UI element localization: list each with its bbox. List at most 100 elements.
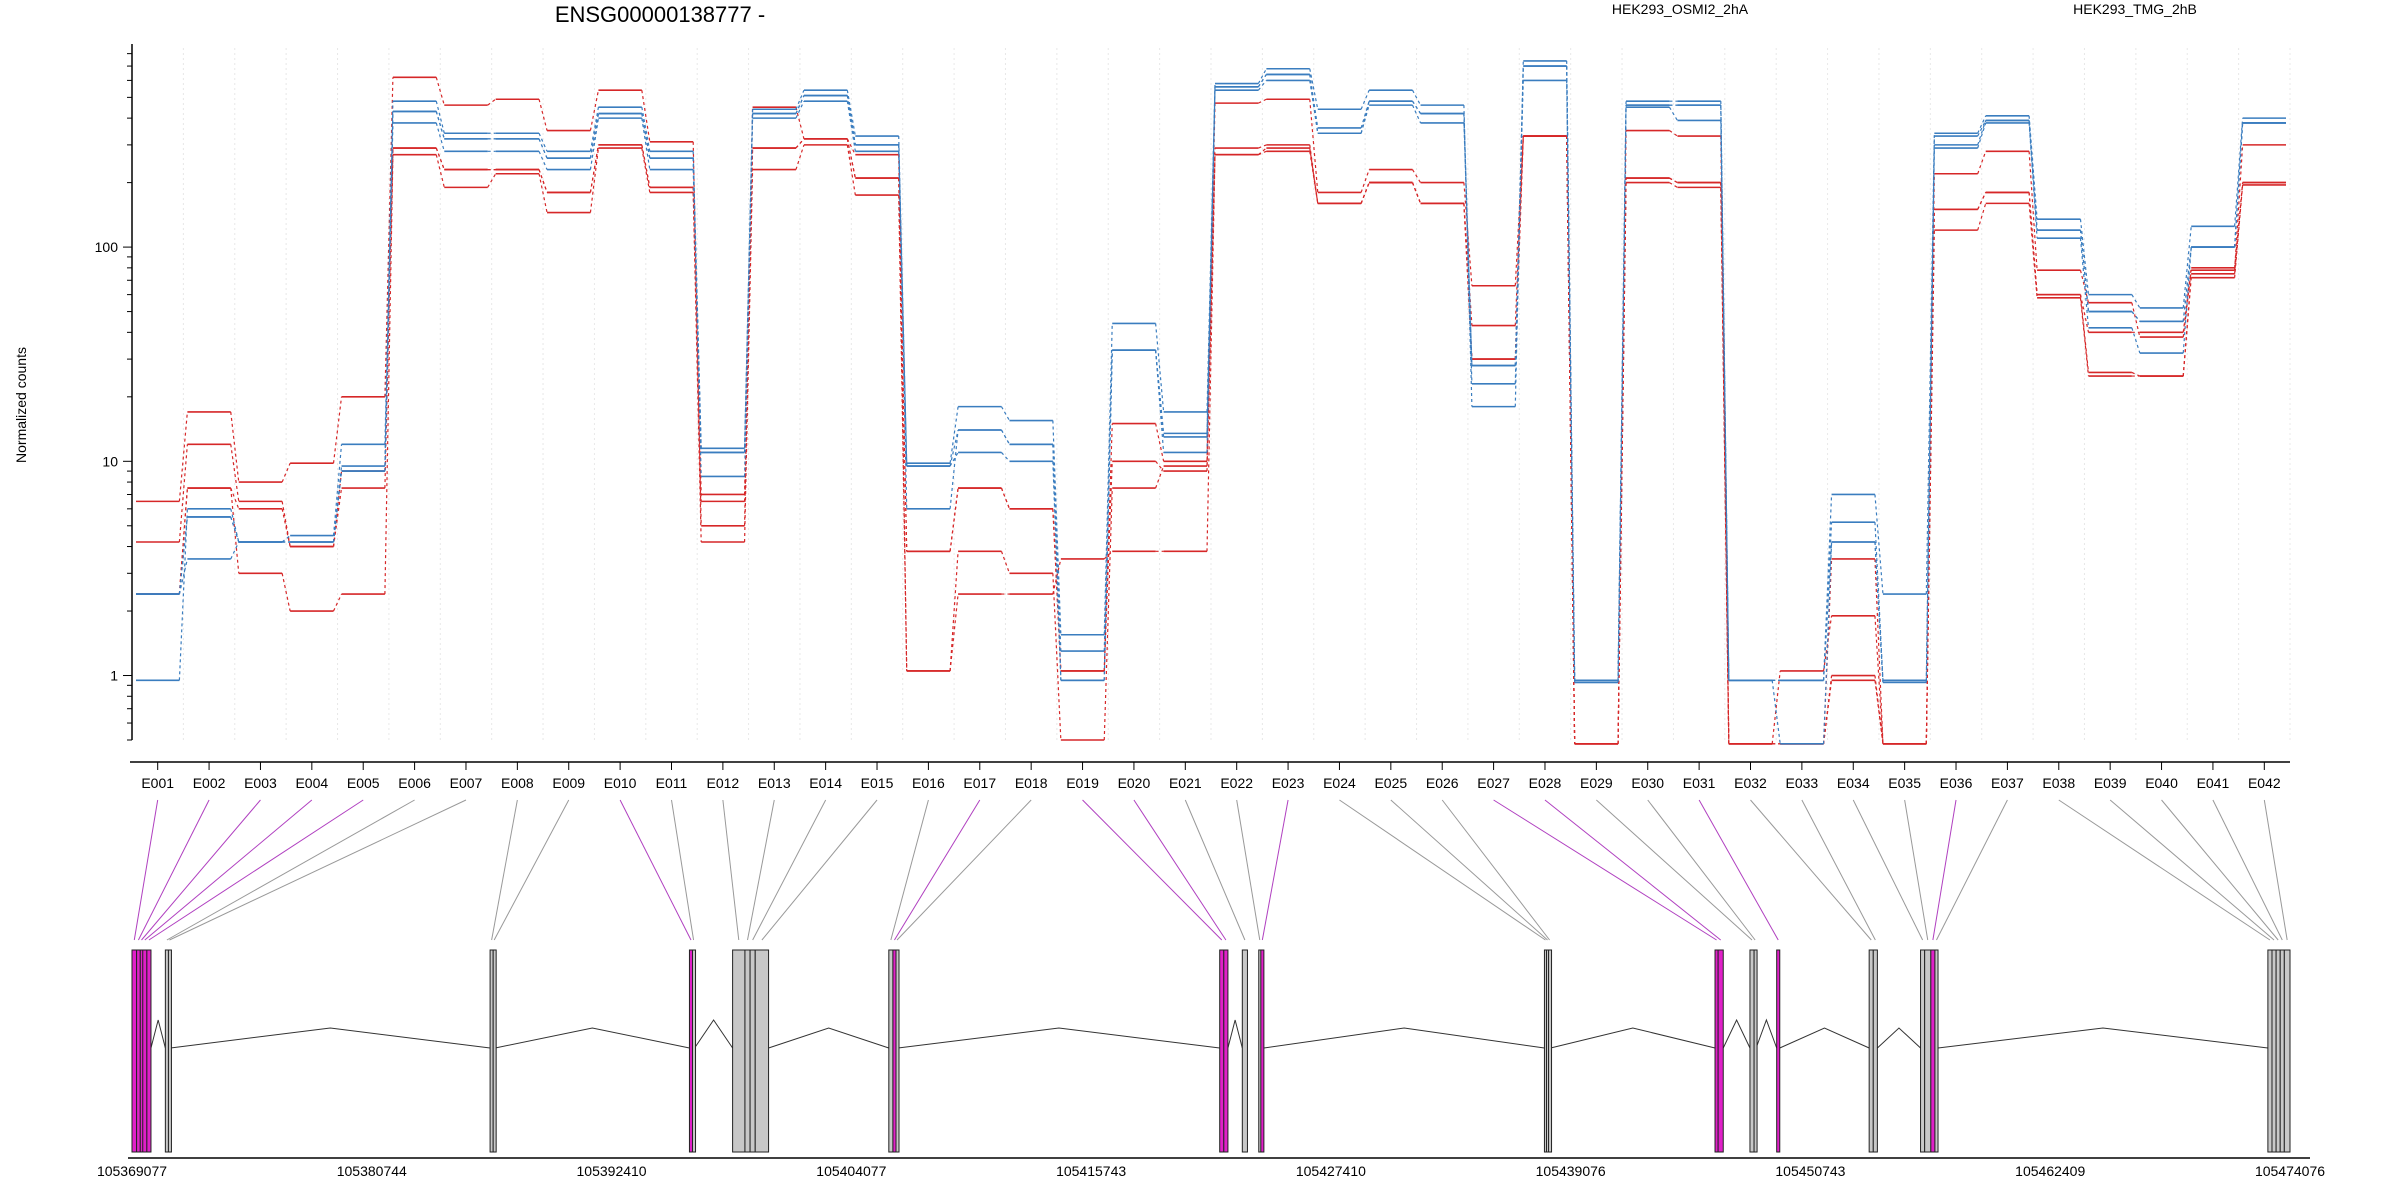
exon-box <box>895 949 900 1153</box>
x-tick-label: E036 <box>1940 775 1973 791</box>
exon-box <box>2275 949 2281 1153</box>
exon-connector <box>144 799 313 941</box>
x-tick-label: E004 <box>295 775 328 791</box>
gene-model: 105369077 105380744 105392410 105404077 1054… <box>97 949 2325 1179</box>
exon-box <box>492 949 497 1153</box>
exon-connector <box>894 799 981 941</box>
x-tick-label: E031 <box>1683 775 1716 791</box>
legend-osmi2: HEK293_OSMI2_2hA <box>1612 1 1749 17</box>
grid-lines <box>131 48 2291 740</box>
exon-box <box>732 949 746 1153</box>
exon-connector <box>148 799 364 941</box>
x-tick-label: E041 <box>2197 775 2230 791</box>
x-tick-label: E033 <box>1786 775 1819 791</box>
x-tick-label: E014 <box>809 775 842 791</box>
x-tick-label: E017 <box>963 775 996 791</box>
exon-connector <box>1133 799 1227 941</box>
x-tick-label: E037 <box>1991 775 2024 791</box>
exon-connector <box>493 799 570 941</box>
x-tick-label: E034 <box>1837 775 1870 791</box>
series-HEK293_OSMI2_2hA <box>136 76 2286 745</box>
exon-box <box>1219 949 1225 1153</box>
x-tick-label: E025 <box>1374 775 1407 791</box>
exon-box <box>146 949 152 1153</box>
x-tick-label: E015 <box>861 775 894 791</box>
x-tick-label: E022 <box>1220 775 1253 791</box>
exon-box <box>749 949 756 1153</box>
x-tick-label: E042 <box>2248 775 2281 791</box>
exon-connector <box>133 799 159 941</box>
x-tick-label: E028 <box>1529 775 1562 791</box>
exon-connector <box>1082 799 1223 941</box>
x-tick-label: E039 <box>2094 775 2127 791</box>
series-connector <box>178 77 2244 744</box>
genomic-tick-label: 105380744 <box>337 1163 407 1179</box>
exon-connector <box>722 799 740 941</box>
x-tick-label: E024 <box>1323 775 1356 791</box>
exon-box <box>1868 949 1874 1153</box>
exon-box <box>888 949 894 1153</box>
exon-box <box>1776 949 1781 1153</box>
x-tick-label: E007 <box>450 775 483 791</box>
exon-box <box>2271 949 2277 1153</box>
intron-line <box>1937 1027 2268 1049</box>
genomic-tick-label: 105450743 <box>1775 1163 1845 1179</box>
intron-line <box>495 1027 690 1049</box>
x-tick-label: E030 <box>1631 775 1664 791</box>
exon-connector <box>1390 799 1548 941</box>
exon-connector <box>2263 799 2288 941</box>
genomic-tick-label: 105369077 <box>97 1163 167 1179</box>
exon-box <box>1223 949 1229 1153</box>
exon-box <box>1924 949 1932 1153</box>
x-tick-label: E006 <box>398 775 431 791</box>
exon-connector <box>137 799 210 941</box>
exon-box <box>136 949 141 1153</box>
exon-connector <box>619 799 692 941</box>
intron-line <box>1227 1019 1243 1049</box>
series-connector <box>178 60 2244 681</box>
exon-box <box>1260 949 1265 1153</box>
exon-connector <box>141 799 261 941</box>
series-connector <box>178 135 2244 745</box>
exon-connectors <box>133 799 2288 941</box>
exon-connector <box>1236 799 1261 941</box>
x-tick-label: E026 <box>1426 775 1459 791</box>
intron-line <box>150 1019 166 1049</box>
x-tick-label: E012 <box>707 775 740 791</box>
exon-box <box>1241 949 1248 1153</box>
intron-line <box>1550 1027 1716 1049</box>
x-tick-label: E005 <box>347 775 380 791</box>
series-connector <box>178 66 2244 683</box>
exon-connector <box>169 799 467 941</box>
exon-box <box>1930 949 1936 1153</box>
exon-connector <box>747 799 775 941</box>
exon-box <box>167 949 172 1153</box>
legend-tmg: HEK293_TMG_2hB <box>2073 1 2197 17</box>
x-tick-label: E020 <box>1118 775 1151 791</box>
chart-title: ENSG00000138777 - <box>555 2 765 27</box>
x-tick-label: E038 <box>2042 775 2075 791</box>
exon-box <box>1749 949 1755 1153</box>
genomic-tick-label: 105439076 <box>1536 1163 1606 1179</box>
series-connector <box>178 135 2244 745</box>
exon-connector <box>1801 799 1876 941</box>
genomic-tick-label: 105474076 <box>2255 1163 2325 1179</box>
series-HEK293_TMG_2hB <box>136 65 2286 684</box>
y-tick-label: 100 <box>95 239 119 255</box>
x-tick-label: E040 <box>2145 775 2178 791</box>
exon-connector <box>1750 799 1872 941</box>
exon-box <box>1872 949 1878 1153</box>
x-tick-label: E008 <box>501 775 534 791</box>
x-tick-label: E018 <box>1015 775 1048 791</box>
exon-connector <box>166 799 415 941</box>
exon-box <box>2279 949 2285 1153</box>
exon-connector <box>2212 799 2283 941</box>
exon-box <box>754 949 770 1153</box>
genomic-tick-label: 105427410 <box>1296 1163 1366 1179</box>
exon-connector <box>1904 799 1929 941</box>
exon-connector <box>1261 799 1289 941</box>
genomic-tick-label: 105404077 <box>816 1163 886 1179</box>
exon-box <box>142 949 148 1153</box>
exon-box <box>1920 949 1926 1153</box>
x-tick-label: E010 <box>604 775 637 791</box>
